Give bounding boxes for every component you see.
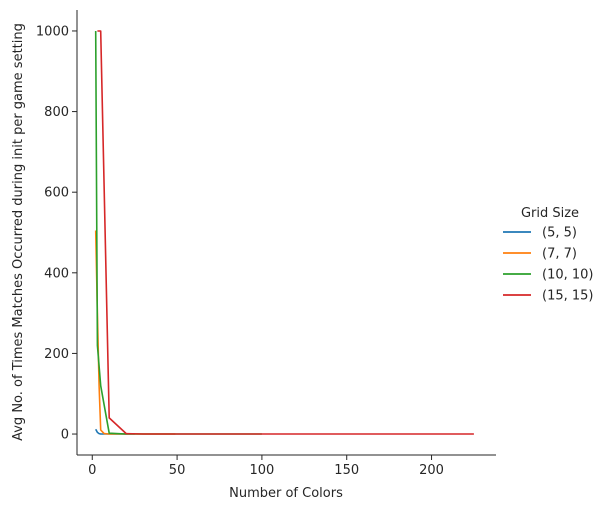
series-lines xyxy=(94,30,474,435)
y-tick-label: 400 xyxy=(44,266,69,281)
x-ticks: 0 50 100 150 200 xyxy=(88,455,444,478)
x-tick-label: 150 xyxy=(334,463,359,478)
legend-title: Grid Size xyxy=(521,206,579,221)
legend-label-1: (5, 5) xyxy=(542,226,577,241)
legend-label-3: (10, 10) xyxy=(542,268,594,283)
y-ticks: 0 200 400 600 800 1000 xyxy=(36,24,77,443)
y-tick-label: 0 xyxy=(61,428,69,443)
y-tick-label: 800 xyxy=(44,105,69,120)
x-axis-label: Number of Colors xyxy=(229,486,343,501)
y-axis-label: Avg No. of Times Matches Occurred during… xyxy=(11,23,26,441)
legend-label-4: (15, 15) xyxy=(542,289,594,304)
y-tick-label: 1000 xyxy=(36,24,69,39)
x-tick-label: 0 xyxy=(88,463,96,478)
y-tick-label: 200 xyxy=(44,347,69,362)
x-tick-label: 50 xyxy=(169,463,186,478)
series-line-4 xyxy=(97,30,474,435)
legend: Grid Size (5, 5) (7, 7) (10, 10) (15, 15) xyxy=(503,206,594,304)
x-tick-label: 200 xyxy=(419,463,444,478)
y-tick-label: 600 xyxy=(44,186,69,201)
legend-label-2: (7, 7) xyxy=(542,247,577,262)
x-tick-label: 100 xyxy=(249,463,274,478)
